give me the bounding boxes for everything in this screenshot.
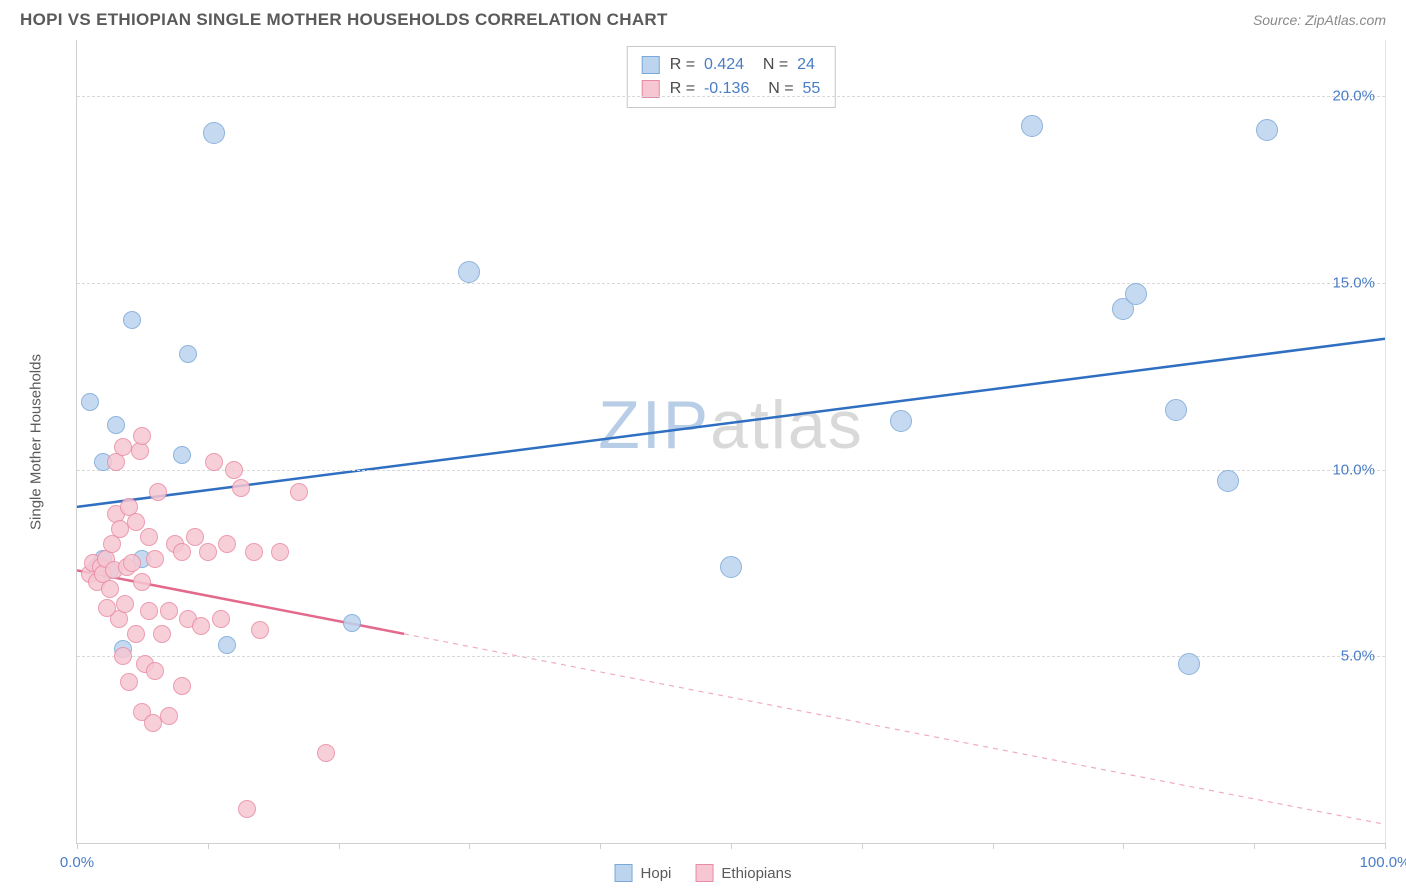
x-tick	[862, 843, 863, 849]
data-point	[218, 636, 236, 654]
data-point	[123, 311, 141, 329]
data-point	[1021, 115, 1043, 137]
y-axis-label: Single Mother Households	[28, 354, 45, 530]
legend-swatch	[642, 56, 660, 74]
x-tick	[208, 843, 209, 849]
legend-n-label: N = 24	[754, 53, 815, 77]
data-point	[127, 513, 145, 531]
x-tick	[1123, 843, 1124, 849]
data-point	[199, 543, 217, 561]
data-point	[123, 554, 141, 572]
data-point	[271, 543, 289, 561]
plot-region: ZIPatlas R = 0.424 N = 24R = -0.136 N = …	[76, 40, 1386, 844]
data-point	[120, 673, 138, 691]
data-point	[225, 461, 243, 479]
data-point	[317, 744, 335, 762]
gridline	[77, 283, 1385, 284]
legend-r-label: R = -0.136	[670, 77, 750, 101]
data-point	[107, 416, 125, 434]
x-tick	[731, 843, 732, 849]
data-point	[238, 800, 256, 818]
data-point	[101, 580, 119, 598]
data-point	[103, 535, 121, 553]
x-tick	[77, 843, 78, 849]
series-legend: Hopi Ethiopians	[615, 864, 792, 882]
source-label: Source: ZipAtlas.com	[1253, 12, 1386, 28]
y-tick-label: 15.0%	[1332, 274, 1375, 291]
x-tick	[600, 843, 601, 849]
data-point	[458, 261, 480, 283]
x-tick	[1254, 843, 1255, 849]
data-point	[179, 345, 197, 363]
data-point	[81, 393, 99, 411]
data-point	[133, 427, 151, 445]
x-tick	[993, 843, 994, 849]
data-point	[1178, 653, 1200, 675]
legend-n-label: N = 55	[759, 77, 820, 101]
watermark-part2: atlas	[710, 387, 864, 463]
watermark: ZIPatlas	[598, 386, 863, 464]
trend-lines	[77, 40, 1385, 843]
chart-title: HOPI VS ETHIOPIAN SINGLE MOTHER HOUSEHOL…	[20, 10, 668, 30]
data-point	[1217, 470, 1239, 492]
y-tick-label: 20.0%	[1332, 88, 1375, 105]
data-point	[343, 614, 361, 632]
x-tick	[339, 843, 340, 849]
data-point	[146, 550, 164, 568]
legend-r-label: R = 0.424	[670, 53, 744, 77]
data-point	[98, 599, 116, 617]
data-point	[160, 707, 178, 725]
data-point	[720, 556, 742, 578]
data-point	[140, 528, 158, 546]
legend-swatch	[695, 864, 713, 882]
data-point	[192, 617, 210, 635]
legend-row: R = -0.136 N = 55	[642, 77, 821, 101]
gridline	[77, 470, 1385, 471]
data-point	[251, 621, 269, 639]
data-point	[116, 595, 134, 613]
data-point	[218, 535, 236, 553]
gridline	[77, 96, 1385, 97]
correlation-legend: R = 0.424 N = 24R = -0.136 N = 55	[627, 46, 836, 108]
data-point	[146, 662, 164, 680]
data-point	[133, 573, 151, 591]
data-point	[205, 453, 223, 471]
data-point	[153, 625, 171, 643]
data-point	[890, 410, 912, 432]
y-tick-label: 5.0%	[1341, 648, 1375, 665]
x-tick-label: 0.0%	[60, 854, 94, 871]
data-point	[140, 602, 158, 620]
data-point	[1165, 399, 1187, 421]
data-point	[232, 479, 250, 497]
footer-legend-item: Ethiopians	[695, 864, 791, 882]
data-point	[114, 438, 132, 456]
watermark-part1: ZIP	[598, 387, 710, 463]
data-point	[186, 528, 204, 546]
data-point	[173, 677, 191, 695]
data-point	[245, 543, 263, 561]
chart-area: Single Mother Households ZIPatlas R = 0.…	[46, 40, 1386, 844]
data-point	[1125, 283, 1147, 305]
legend-label: Hopi	[641, 865, 672, 882]
data-point	[203, 122, 225, 144]
x-tick	[469, 843, 470, 849]
data-point	[160, 602, 178, 620]
data-point	[290, 483, 308, 501]
data-point	[173, 446, 191, 464]
y-tick-label: 10.0%	[1332, 461, 1375, 478]
footer-legend-item: Hopi	[615, 864, 672, 882]
legend-label: Ethiopians	[721, 865, 791, 882]
legend-row: R = 0.424 N = 24	[642, 53, 821, 77]
data-point	[114, 647, 132, 665]
data-point	[1256, 119, 1278, 141]
data-point	[149, 483, 167, 501]
x-tick-label: 100.0%	[1360, 854, 1406, 871]
data-point	[212, 610, 230, 628]
legend-swatch	[615, 864, 633, 882]
data-point	[127, 625, 145, 643]
data-point	[173, 543, 191, 561]
x-tick	[1385, 843, 1386, 849]
